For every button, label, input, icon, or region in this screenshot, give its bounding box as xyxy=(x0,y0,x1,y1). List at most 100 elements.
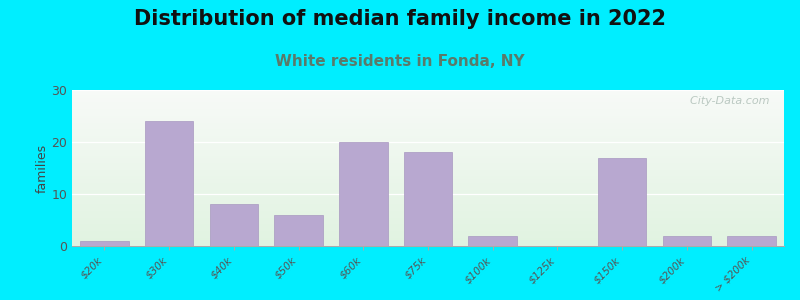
Bar xyxy=(72,245,784,246)
Bar xyxy=(72,119,784,120)
Bar xyxy=(72,181,784,182)
Bar xyxy=(72,235,784,236)
Bar xyxy=(72,239,784,240)
Bar xyxy=(72,170,784,171)
Bar xyxy=(72,114,784,115)
Bar xyxy=(72,157,784,158)
Bar xyxy=(72,200,784,201)
Bar xyxy=(72,110,784,111)
Bar xyxy=(72,135,784,136)
Bar xyxy=(72,172,784,173)
Bar xyxy=(72,140,784,141)
Text: City-Data.com: City-Data.com xyxy=(683,96,770,106)
Bar xyxy=(72,143,784,144)
Bar xyxy=(72,205,784,206)
Bar xyxy=(72,129,784,130)
Bar xyxy=(72,187,784,188)
Bar xyxy=(72,216,784,217)
Bar xyxy=(210,204,258,246)
Bar xyxy=(72,174,784,175)
Bar xyxy=(404,152,452,246)
Bar xyxy=(469,236,517,246)
Bar xyxy=(72,169,784,170)
Bar xyxy=(72,238,784,239)
Bar xyxy=(72,241,784,242)
Bar xyxy=(72,151,784,152)
Bar xyxy=(72,96,784,97)
Bar xyxy=(72,148,784,149)
Bar xyxy=(72,95,784,96)
Bar xyxy=(72,127,784,128)
Bar xyxy=(72,165,784,166)
Bar xyxy=(72,182,784,183)
Bar xyxy=(72,108,784,109)
Bar xyxy=(72,118,784,119)
Bar xyxy=(72,226,784,227)
Bar xyxy=(598,158,646,246)
Y-axis label: families: families xyxy=(35,143,49,193)
Bar xyxy=(72,221,784,222)
Bar xyxy=(72,222,784,223)
Bar xyxy=(72,149,784,150)
Bar xyxy=(72,166,784,167)
Bar xyxy=(72,231,784,232)
Bar xyxy=(72,130,784,131)
Bar xyxy=(72,115,784,116)
Bar xyxy=(72,167,784,168)
Text: Distribution of median family income in 2022: Distribution of median family income in … xyxy=(134,9,666,29)
Bar xyxy=(72,198,784,199)
Bar xyxy=(72,136,784,137)
Bar xyxy=(72,201,784,202)
Bar xyxy=(72,203,784,204)
Bar xyxy=(72,124,784,125)
Bar xyxy=(72,242,784,243)
Bar xyxy=(72,208,784,209)
Bar xyxy=(145,121,194,246)
Bar xyxy=(80,241,129,246)
Bar xyxy=(72,180,784,181)
Bar xyxy=(72,210,784,211)
Bar xyxy=(72,125,784,126)
Bar xyxy=(72,152,784,153)
Bar xyxy=(72,233,784,234)
Bar xyxy=(72,93,784,94)
Bar xyxy=(72,161,784,162)
Bar xyxy=(72,197,784,198)
Bar xyxy=(72,117,784,118)
Bar xyxy=(72,120,784,121)
Bar xyxy=(72,175,784,176)
Bar xyxy=(72,188,784,189)
Bar xyxy=(72,162,784,163)
Text: White residents in Fonda, NY: White residents in Fonda, NY xyxy=(275,54,525,69)
Bar xyxy=(72,194,784,195)
Bar xyxy=(72,171,784,172)
Bar xyxy=(72,190,784,191)
Bar xyxy=(72,192,784,193)
Bar xyxy=(72,177,784,178)
Bar xyxy=(72,109,784,110)
Bar xyxy=(72,234,784,235)
Bar xyxy=(72,168,784,169)
Bar xyxy=(72,236,784,237)
Bar xyxy=(72,215,784,216)
Bar xyxy=(72,237,784,238)
Bar xyxy=(727,236,776,246)
Bar xyxy=(72,228,784,229)
Bar xyxy=(72,138,784,139)
Bar xyxy=(72,101,784,102)
Bar xyxy=(72,128,784,129)
Bar xyxy=(72,145,784,146)
Bar xyxy=(72,220,784,221)
Bar xyxy=(72,225,784,226)
Bar xyxy=(72,147,784,148)
Bar xyxy=(72,134,784,135)
Bar xyxy=(72,106,784,107)
Bar xyxy=(72,159,784,160)
Bar xyxy=(72,202,784,203)
Bar xyxy=(72,105,784,106)
Bar xyxy=(72,141,784,142)
Bar xyxy=(72,223,784,224)
Bar xyxy=(72,219,784,220)
Bar xyxy=(72,132,784,133)
Bar xyxy=(72,153,784,154)
